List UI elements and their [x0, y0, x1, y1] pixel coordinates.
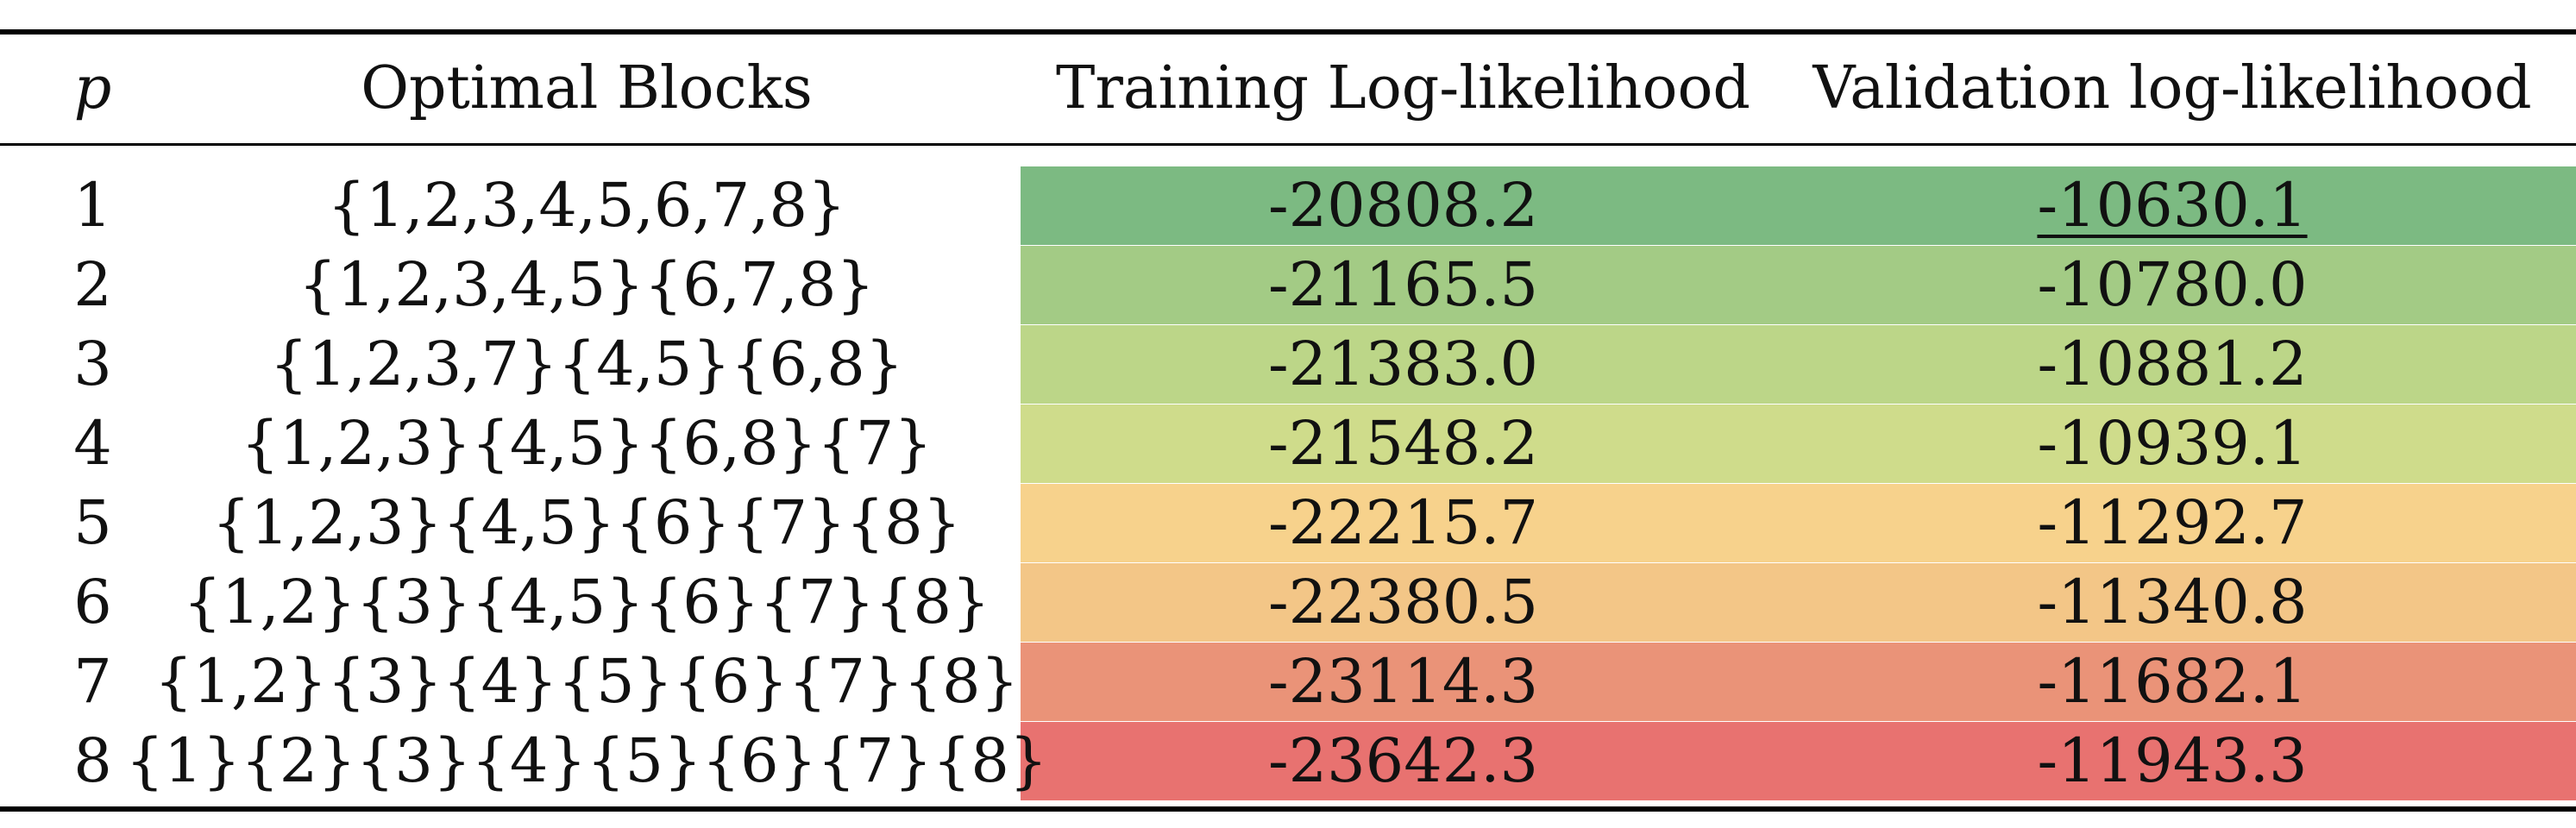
- cell-optimal-blocks: {1,2}{3}{4,5}{6}{7}{8}: [183, 567, 990, 637]
- row-shade: [1021, 563, 2576, 642]
- header-p: p: [73, 53, 112, 122]
- cell-training-log-likelihood: -22380.5: [1267, 567, 1539, 637]
- cell-p: 6: [73, 567, 112, 637]
- header-validation-log-likelihood: Validation log-likelihood: [1813, 53, 2532, 122]
- table-top-rule: [0, 29, 2576, 34]
- row-shade: [1021, 325, 2576, 404]
- row-shade: [1021, 722, 2576, 800]
- row-shade: [1021, 405, 2576, 483]
- cell-optimal-blocks: {1,2,3,7}{4,5}{6,8}: [269, 329, 904, 399]
- cell-validation-log-likelihood: -10780.0: [2037, 249, 2308, 320]
- cell-validation-log-likelihood: -10939.1: [2037, 408, 2308, 479]
- cell-validation-log-likelihood: -11340.8: [2037, 567, 2308, 637]
- header-optimal-blocks: Optimal Blocks: [361, 53, 813, 122]
- cell-optimal-blocks: {1}{2}{3}{4}{5}{6}{7}{8}: [125, 725, 1048, 796]
- table-header-rule: [0, 143, 2576, 146]
- cell-p: 2: [73, 249, 112, 320]
- cell-p: 7: [73, 646, 112, 717]
- cell-training-log-likelihood: -23642.3: [1267, 725, 1539, 796]
- row-shade: [1021, 643, 2576, 721]
- cell-p: 8: [73, 725, 112, 796]
- cell-training-log-likelihood: -20808.2: [1267, 170, 1539, 241]
- table-bottom-rule: [0, 806, 2576, 812]
- row-shade: [1021, 484, 2576, 562]
- cell-training-log-likelihood: -21548.2: [1267, 408, 1539, 479]
- cell-training-log-likelihood: -21165.5: [1267, 249, 1539, 320]
- cell-validation-log-likelihood: -11682.1: [2037, 646, 2308, 717]
- cell-optimal-blocks: {1,2,3}{4,5}{6,8}{7}: [241, 408, 933, 479]
- row-shade: [1021, 166, 2576, 245]
- cell-training-log-likelihood: -21383.0: [1267, 329, 1539, 399]
- cell-training-log-likelihood: -23114.3: [1267, 646, 1539, 717]
- cell-validation-log-likelihood: -10881.2: [2037, 329, 2308, 399]
- cell-validation-log-likelihood: -10630.1: [1769, 166, 2576, 244]
- cell-p: 3: [73, 329, 112, 399]
- cell-optimal-blocks: {1,2}{3}{4}{5}{6}{7}{8}: [154, 646, 1020, 717]
- cell-validation-log-likelihood: -11292.7: [2037, 487, 2308, 558]
- cell-p: 4: [73, 408, 112, 479]
- cell-validation-log-likelihood: -11943.3: [2037, 725, 2308, 796]
- cell-optimal-blocks: {1,2,3}{4,5}{6}{7}{8}: [211, 487, 962, 558]
- cell-training-log-likelihood: -22215.7: [1267, 487, 1539, 558]
- best-validation-value: -10630.1: [2037, 170, 2308, 241]
- cell-optimal-blocks: {1,2,3,4,5}{6,7,8}: [298, 249, 875, 320]
- header-training-log-likelihood: Training Log-likelihood: [1056, 53, 1750, 122]
- cell-optimal-blocks: {1,2,3,4,5,6,7,8}: [327, 170, 846, 241]
- cell-p: 1: [73, 170, 112, 241]
- row-shade: [1021, 246, 2576, 324]
- cell-p: 5: [73, 487, 112, 558]
